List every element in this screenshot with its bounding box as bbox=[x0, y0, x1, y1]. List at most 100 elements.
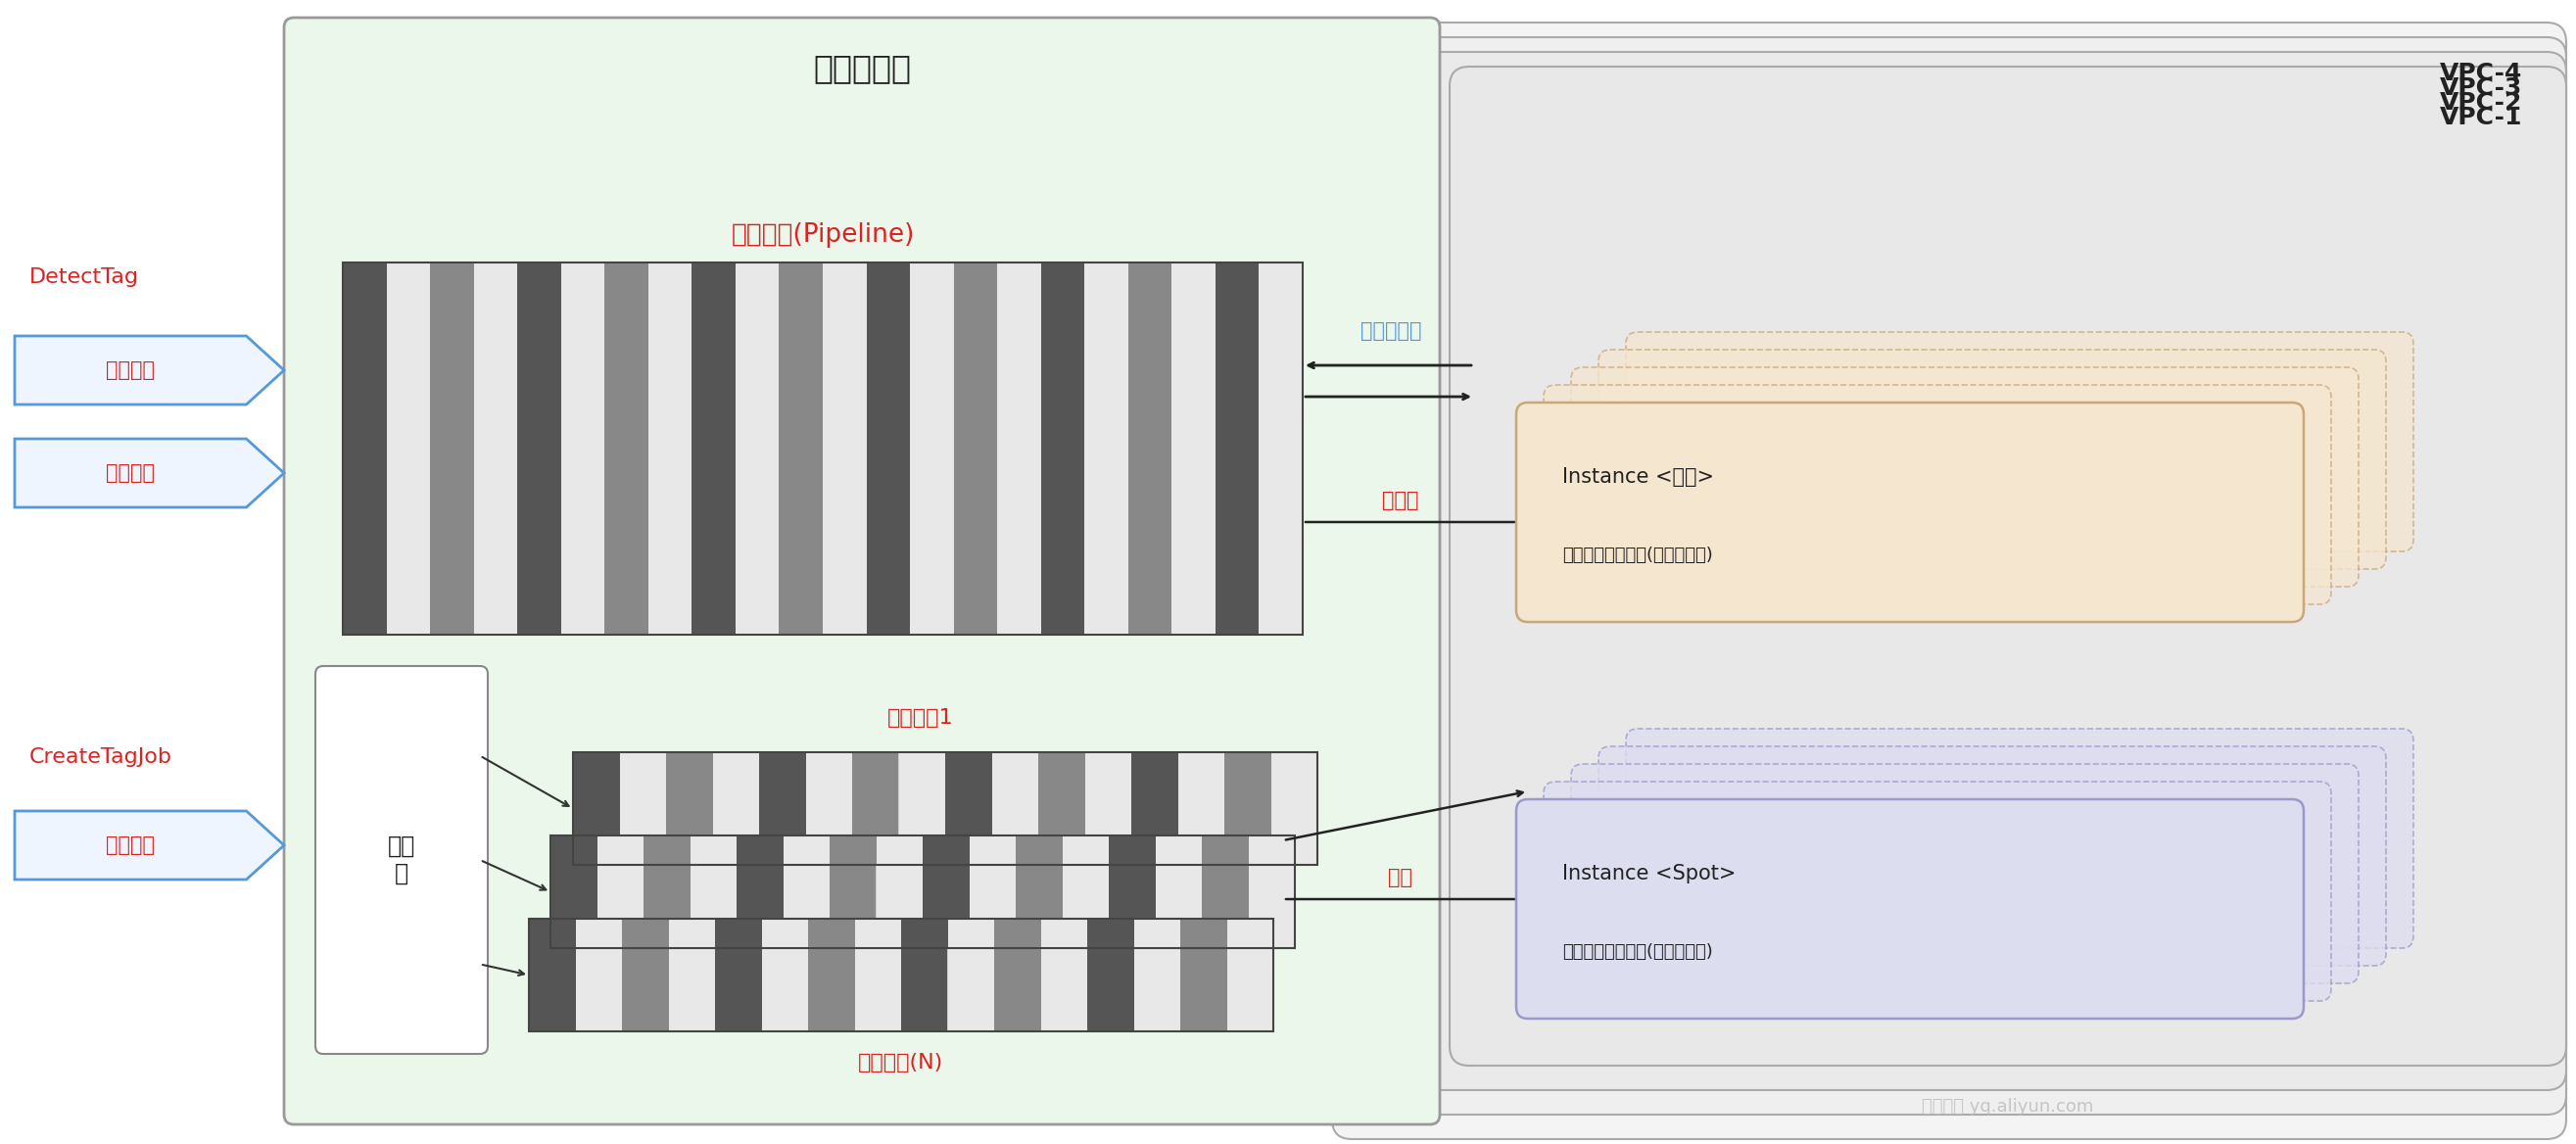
Bar bbox=[690, 835, 737, 948]
Bar bbox=[909, 262, 953, 635]
Polygon shape bbox=[15, 811, 283, 880]
FancyBboxPatch shape bbox=[1571, 764, 2360, 984]
Bar bbox=[1260, 262, 1303, 635]
Bar bbox=[806, 753, 853, 865]
Bar bbox=[969, 835, 1015, 948]
Bar bbox=[343, 262, 1303, 635]
Bar bbox=[899, 753, 945, 865]
Text: 调度控制器: 调度控制器 bbox=[814, 51, 912, 85]
Bar bbox=[853, 753, 899, 865]
FancyBboxPatch shape bbox=[1543, 384, 2331, 604]
Text: 请求队列(Pipeline): 请求队列(Pipeline) bbox=[732, 222, 914, 248]
Bar bbox=[386, 262, 430, 635]
Bar bbox=[1249, 835, 1296, 948]
Bar bbox=[716, 919, 762, 1032]
Text: 运行数据处理算法(如图片打标): 运行数据处理算法(如图片打标) bbox=[1561, 943, 1713, 961]
Bar bbox=[343, 262, 1303, 635]
Bar bbox=[1154, 835, 1203, 948]
Bar bbox=[922, 835, 969, 948]
Bar bbox=[574, 919, 621, 1032]
Bar bbox=[945, 753, 992, 865]
Bar bbox=[551, 835, 1296, 948]
Bar bbox=[667, 753, 714, 865]
Bar bbox=[1270, 753, 1316, 865]
Bar bbox=[760, 753, 806, 865]
Bar bbox=[572, 753, 1316, 865]
Bar bbox=[572, 753, 1316, 865]
Bar bbox=[1084, 262, 1128, 635]
Bar bbox=[994, 919, 1041, 1032]
Bar bbox=[551, 835, 1296, 948]
Bar bbox=[1041, 919, 1087, 1032]
Bar bbox=[1128, 262, 1172, 635]
Bar bbox=[876, 835, 922, 948]
Text: 离线: 离线 bbox=[1388, 868, 1412, 888]
Bar bbox=[572, 753, 618, 865]
FancyBboxPatch shape bbox=[314, 666, 487, 1054]
Bar bbox=[737, 835, 783, 948]
Text: 请求队列1: 请求队列1 bbox=[889, 708, 953, 728]
Bar bbox=[809, 919, 855, 1032]
Bar bbox=[1108, 835, 1154, 948]
Bar bbox=[1177, 753, 1224, 865]
Bar bbox=[528, 919, 1273, 1032]
Text: VPC-2: VPC-2 bbox=[2439, 92, 2522, 114]
Text: 准实时: 准实时 bbox=[1383, 491, 1419, 510]
Bar bbox=[902, 919, 948, 1032]
FancyBboxPatch shape bbox=[1600, 350, 2385, 569]
Bar bbox=[343, 262, 386, 635]
Bar bbox=[618, 753, 667, 865]
Bar bbox=[474, 262, 518, 635]
Bar bbox=[1224, 753, 1270, 865]
Bar bbox=[1038, 753, 1084, 865]
Bar bbox=[598, 835, 644, 948]
Bar bbox=[1087, 919, 1133, 1032]
Bar bbox=[693, 262, 737, 635]
Bar bbox=[737, 262, 778, 635]
Bar bbox=[670, 919, 716, 1032]
Bar bbox=[1015, 835, 1061, 948]
Text: 同步请求: 同步请求 bbox=[106, 463, 155, 483]
Text: DetectTag: DetectTag bbox=[28, 268, 139, 287]
FancyBboxPatch shape bbox=[1517, 800, 2303, 1018]
Bar bbox=[605, 262, 649, 635]
Text: 运行数据处理算法(如图片打标): 运行数据处理算法(如图片打标) bbox=[1561, 547, 1713, 564]
Bar bbox=[430, 262, 474, 635]
Text: Instance <Spot>: Instance <Spot> bbox=[1561, 864, 1736, 883]
Polygon shape bbox=[15, 336, 283, 405]
Bar bbox=[562, 262, 605, 635]
Polygon shape bbox=[15, 439, 283, 507]
Text: Instance <预留>: Instance <预留> bbox=[1561, 467, 1713, 487]
FancyBboxPatch shape bbox=[1543, 781, 2331, 1001]
Bar bbox=[822, 262, 866, 635]
Bar bbox=[829, 835, 876, 948]
Bar bbox=[1172, 262, 1216, 635]
Text: VPC-1: VPC-1 bbox=[2439, 105, 2522, 129]
Bar bbox=[1061, 835, 1108, 948]
Bar bbox=[1180, 919, 1226, 1032]
FancyBboxPatch shape bbox=[1625, 729, 2414, 948]
Bar bbox=[1133, 919, 1180, 1032]
Bar bbox=[528, 919, 574, 1032]
Bar bbox=[866, 262, 909, 635]
Bar bbox=[551, 835, 598, 948]
Bar bbox=[778, 262, 822, 635]
Text: CreateTagJob: CreateTagJob bbox=[28, 747, 173, 766]
Bar bbox=[855, 919, 902, 1032]
Text: 监控、管理: 监控、管理 bbox=[1360, 321, 1422, 341]
FancyBboxPatch shape bbox=[1571, 367, 2360, 587]
Bar bbox=[953, 262, 997, 635]
Text: 云栖社区 yq.aliyun.com: 云栖社区 yq.aliyun.com bbox=[1922, 1098, 2094, 1115]
FancyBboxPatch shape bbox=[1517, 403, 2303, 622]
FancyBboxPatch shape bbox=[1332, 23, 2566, 1139]
Bar bbox=[649, 262, 693, 635]
Bar bbox=[1131, 753, 1177, 865]
FancyBboxPatch shape bbox=[1625, 332, 2414, 551]
Bar bbox=[528, 919, 1273, 1032]
Bar bbox=[992, 753, 1038, 865]
Bar bbox=[762, 919, 809, 1032]
Bar bbox=[714, 753, 760, 865]
Text: 请求队列(N): 请求队列(N) bbox=[858, 1052, 943, 1073]
Bar bbox=[518, 262, 562, 635]
Bar bbox=[1041, 262, 1084, 635]
